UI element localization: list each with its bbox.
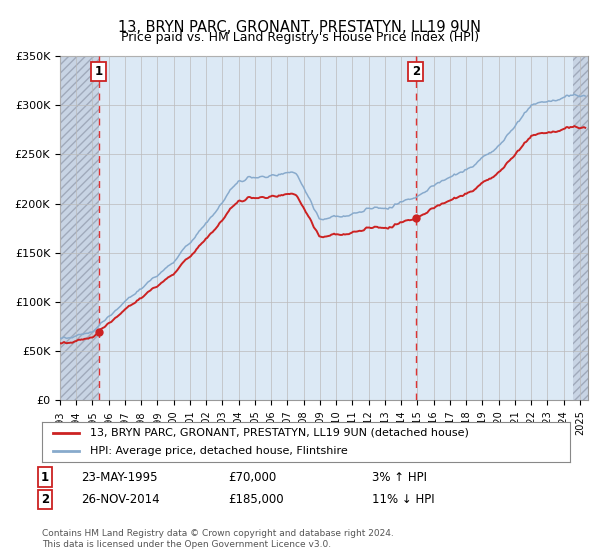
Bar — [573, 56, 588, 400]
Text: 23-MAY-1995: 23-MAY-1995 — [81, 470, 157, 484]
Text: £70,000: £70,000 — [228, 470, 276, 484]
Text: 1: 1 — [41, 470, 49, 484]
Text: 26-NOV-2014: 26-NOV-2014 — [81, 493, 160, 506]
Text: £185,000: £185,000 — [228, 493, 284, 506]
Bar — [60, 56, 98, 400]
Text: 13, BRYN PARC, GRONANT, PRESTATYN, LL19 9UN: 13, BRYN PARC, GRONANT, PRESTATYN, LL19 … — [119, 20, 482, 35]
Text: Contains HM Land Registry data © Crown copyright and database right 2024.
This d: Contains HM Land Registry data © Crown c… — [42, 529, 394, 549]
Text: HPI: Average price, detached house, Flintshire: HPI: Average price, detached house, Flin… — [89, 446, 347, 456]
Text: 11% ↓ HPI: 11% ↓ HPI — [372, 493, 434, 506]
Text: 1: 1 — [95, 65, 103, 78]
Text: 13, BRYN PARC, GRONANT, PRESTATYN, LL19 9UN (detached house): 13, BRYN PARC, GRONANT, PRESTATYN, LL19 … — [89, 428, 469, 438]
Text: 2: 2 — [412, 65, 420, 78]
Text: 2: 2 — [41, 493, 49, 506]
Text: Price paid vs. HM Land Registry's House Price Index (HPI): Price paid vs. HM Land Registry's House … — [121, 31, 479, 44]
Text: 3% ↑ HPI: 3% ↑ HPI — [372, 470, 427, 484]
